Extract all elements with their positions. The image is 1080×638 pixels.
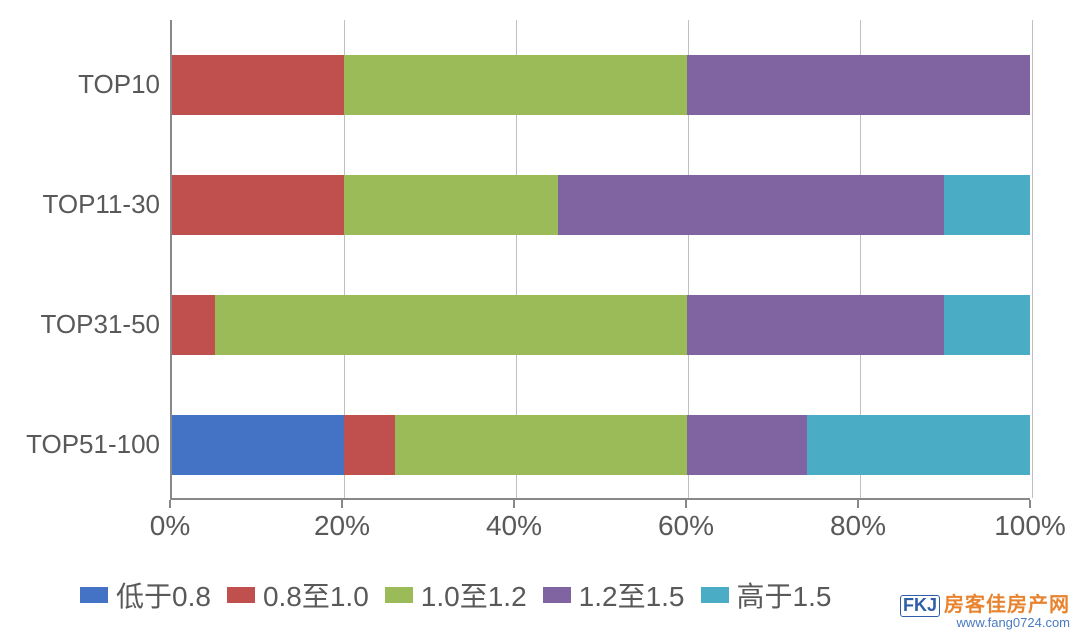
watermark: FKJ 房客佳房产网 www.fang0724.com [900, 588, 1070, 630]
bar-segment [687, 415, 807, 475]
bar-segment [558, 175, 944, 235]
x-axis-label: 20% [314, 510, 370, 542]
bar-segment [172, 415, 344, 475]
bar-segment [687, 55, 1030, 115]
x-axis-labels: 0%20%40%60%80%100% [170, 510, 1030, 550]
bar-row [172, 415, 1030, 475]
x-axis-label: 60% [658, 510, 714, 542]
bar-row [172, 295, 1030, 355]
legend-label: 0.8至1.0 [263, 575, 369, 615]
legend-item: 0.8至1.0 [227, 575, 369, 615]
bar-row [172, 175, 1030, 235]
y-axis-label: TOP31-50 [10, 309, 160, 340]
y-axis-label: TOP10 [10, 69, 160, 100]
x-axis-label: 100% [994, 510, 1066, 542]
bar-segment [172, 295, 215, 355]
x-axis-tick [513, 500, 515, 508]
legend-item: 1.0至1.2 [385, 575, 527, 615]
plot-area [170, 20, 1030, 500]
x-axis-label: 80% [830, 510, 886, 542]
bar-segment [687, 295, 944, 355]
watermark-logo: FKJ [900, 595, 940, 617]
watermark-url: www.fang0724.com [900, 615, 1070, 630]
x-axis-label: 40% [486, 510, 542, 542]
bar-segment [172, 175, 344, 235]
y-axis-label: TOP51-100 [10, 429, 160, 460]
legend-label: 低于0.8 [116, 575, 211, 615]
watermark-brand-text: 房客佳房产网 [944, 588, 1070, 617]
legend-swatch [543, 587, 571, 603]
bar-segment [344, 415, 395, 475]
x-axis-tick [169, 500, 171, 508]
bar-row [172, 55, 1030, 115]
bar-segment [944, 295, 1030, 355]
x-axis-label: 0% [150, 510, 190, 542]
bar-segment [807, 415, 1030, 475]
y-axis-label: TOP11-30 [10, 189, 160, 220]
legend-label: 高于1.5 [737, 575, 832, 615]
legend-label: 1.2至1.5 [579, 575, 685, 615]
bar-segment [172, 55, 344, 115]
bar-segment [344, 175, 559, 235]
legend-item: 1.2至1.5 [543, 575, 685, 615]
grid-line [1032, 20, 1033, 498]
x-axis-tick [341, 500, 343, 508]
legend-swatch [701, 587, 729, 603]
bar-segment [215, 295, 687, 355]
chart-container: 0% 20% 40% 60% 80% 100% TOP10 TOP11-30 TOP31-50… [10, 20, 1070, 580]
legend-item: 低于0.8 [80, 575, 211, 615]
bar-segment [395, 415, 687, 475]
legend-swatch [227, 587, 255, 603]
bar-segment [944, 175, 1030, 235]
legend-swatch [80, 587, 108, 603]
chart-legend: 低于0.8 0.8至1.0 1.0至1.2 1.2至1.5 高于1.5 [80, 575, 1000, 615]
bar-segment [344, 55, 687, 115]
legend-swatch [385, 587, 413, 603]
x-axis-tick [685, 500, 687, 508]
x-axis-tick [1029, 500, 1031, 508]
legend-item: 高于1.5 [701, 575, 832, 615]
legend-label: 1.0至1.2 [421, 575, 527, 615]
x-axis-tick [857, 500, 859, 508]
